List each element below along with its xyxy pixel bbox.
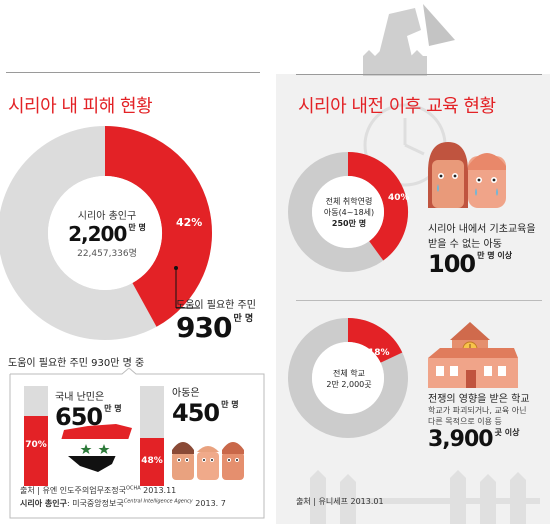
right-title: 시리아 내전 이후 교육 현황 xyxy=(298,96,496,117)
source-right: 출처 | 유니세프 2013.01 xyxy=(296,497,384,506)
donut-needs-arc xyxy=(104,126,212,327)
children-bar: 48% xyxy=(140,386,164,486)
children-out-value-row: 100 만 명 이상 xyxy=(428,250,536,278)
education-donut-arc xyxy=(347,152,408,261)
education-donut xyxy=(288,152,408,272)
needs-block: 도움이 필요한 주민 930 만 명 xyxy=(176,296,256,344)
child-face-right xyxy=(468,153,506,208)
source-left-2: 시리아 총인구: 미국중앙정보국Central Intelligence Age… xyxy=(20,498,226,509)
children-block: 아동은 450 만 명 xyxy=(172,384,239,427)
school-donut xyxy=(288,318,408,438)
donut-percent: 42% xyxy=(176,216,203,229)
schools-line1: 전쟁의 영향을 받은 학교 xyxy=(428,394,530,405)
children-value: 450 xyxy=(172,399,220,427)
school-donut-arc xyxy=(347,318,403,364)
refugees-bar-fill xyxy=(24,416,48,486)
refugees-label: 국내 난민은 xyxy=(55,392,105,403)
children-percent: 48% xyxy=(141,456,163,466)
population-value-row: 2,200 만 명 xyxy=(52,222,162,246)
school-donut-line1: 전체 학교 xyxy=(333,369,365,378)
source-left-2-sup: Central Intelligence Agency xyxy=(123,498,193,505)
children-out-unit: 만 명 이상 xyxy=(477,251,513,260)
refugees-percent: 70% xyxy=(25,440,47,450)
education-donut-line2: 아동(4~18세) xyxy=(323,208,375,217)
schools-value: 3,900 xyxy=(428,427,494,452)
needs-value-row: 930 만 명 xyxy=(176,311,256,344)
school-donut-label: 전체 학교 2만 2,000곳 xyxy=(310,368,388,390)
child-face-2 xyxy=(197,446,219,480)
syria-flag-map xyxy=(60,424,132,472)
refugees-bar: 70% xyxy=(24,386,48,486)
source-left-1-date: 2013.11 xyxy=(143,486,177,495)
needs-label: 도움이 필요한 주민 xyxy=(176,300,256,311)
population-unit: 만 명 xyxy=(128,223,146,232)
children-out-line1: 시리아 내에서 기초교육을 xyxy=(428,224,536,235)
child-face-1 xyxy=(172,442,194,480)
refugees-unit: 만 명 xyxy=(104,404,122,413)
crying-children-illustration xyxy=(428,142,506,208)
children-bar-fill xyxy=(140,438,164,486)
school-donut-line2: 2만 2,000곳 xyxy=(326,380,372,389)
right-mid-rule xyxy=(296,300,542,301)
source-left-1-text: 출처 | 유엔 인도주의업무조정국 xyxy=(20,486,127,495)
population-value: 2,200 xyxy=(68,222,127,246)
children-out-line2: 받을 수 없는 아동 xyxy=(428,239,502,250)
source-left-1: 출처 | 유엔 인도주의업무조정국OCHA 2013.11 xyxy=(20,485,176,496)
source-left-2-text: : 미국중앙정보국 xyxy=(66,499,124,508)
needs-value: 930 xyxy=(176,311,232,344)
education-donut-line3: 250만 명 xyxy=(331,219,367,228)
donut-center-label: 시리아 총인구 2,200 만 명 22,457,336명 xyxy=(52,207,162,259)
children-label: 아동은 xyxy=(172,388,200,399)
schools-unit: 곳 이상 xyxy=(494,428,520,437)
donut-center xyxy=(48,176,162,290)
clock-tower-background xyxy=(363,4,455,76)
education-donut-line1: 전체 취학연령 xyxy=(325,197,373,206)
children-out-value: 100 xyxy=(428,250,476,278)
fence-background xyxy=(300,470,540,524)
schools-line2: 학교가 파괴되거나, 교육 아닌 xyxy=(428,406,527,415)
school-donut-center xyxy=(312,342,384,414)
children-unit: 만 명 xyxy=(221,400,239,409)
population-exact: 22,457,336명 xyxy=(77,249,137,259)
left-title: 시리아 내 피해 현황 xyxy=(8,96,153,117)
population-donut xyxy=(0,126,212,340)
education-donut-center xyxy=(312,176,384,248)
children-faces-illustration xyxy=(172,442,244,480)
callout-frame xyxy=(9,368,265,519)
left-top-rule xyxy=(6,72,260,73)
source-left-2-label: 시리아 총인구 xyxy=(20,499,67,508)
child-face-left xyxy=(428,142,468,208)
schools-line3: 다른 목적으로 이용 등 xyxy=(428,417,502,426)
school-donut-percent: 18% xyxy=(368,348,390,358)
education-donut-percent: 40% xyxy=(388,193,410,203)
schools-block: 전쟁의 영향을 받은 학교 학교가 파괴되거나, 교육 아닌 다른 목적으로 이… xyxy=(428,390,530,452)
needs-unit: 만 명 xyxy=(233,314,254,324)
source-left-2-date: 2013. 7 xyxy=(195,499,226,508)
right-top-rule xyxy=(296,74,542,75)
children-value-row: 450 만 명 xyxy=(172,399,239,427)
school-building-illustration xyxy=(428,322,518,388)
sub-header: 도움이 필요한 주민 930만 명 중 xyxy=(8,358,145,369)
source-left-1-sup: OCHA xyxy=(126,485,141,492)
child-face-3 xyxy=(222,442,244,480)
schools-value-row: 3,900 곳 이상 xyxy=(428,427,530,452)
pointer-line xyxy=(174,266,200,309)
population-label: 시리아 총인구 xyxy=(77,211,137,222)
children-out-block: 시리아 내에서 기초교육을 받을 수 없는 아동 100 만 명 이상 xyxy=(428,220,536,278)
education-donut-label: 전체 취학연령 아동(4~18세) 250만 명 xyxy=(310,196,388,229)
